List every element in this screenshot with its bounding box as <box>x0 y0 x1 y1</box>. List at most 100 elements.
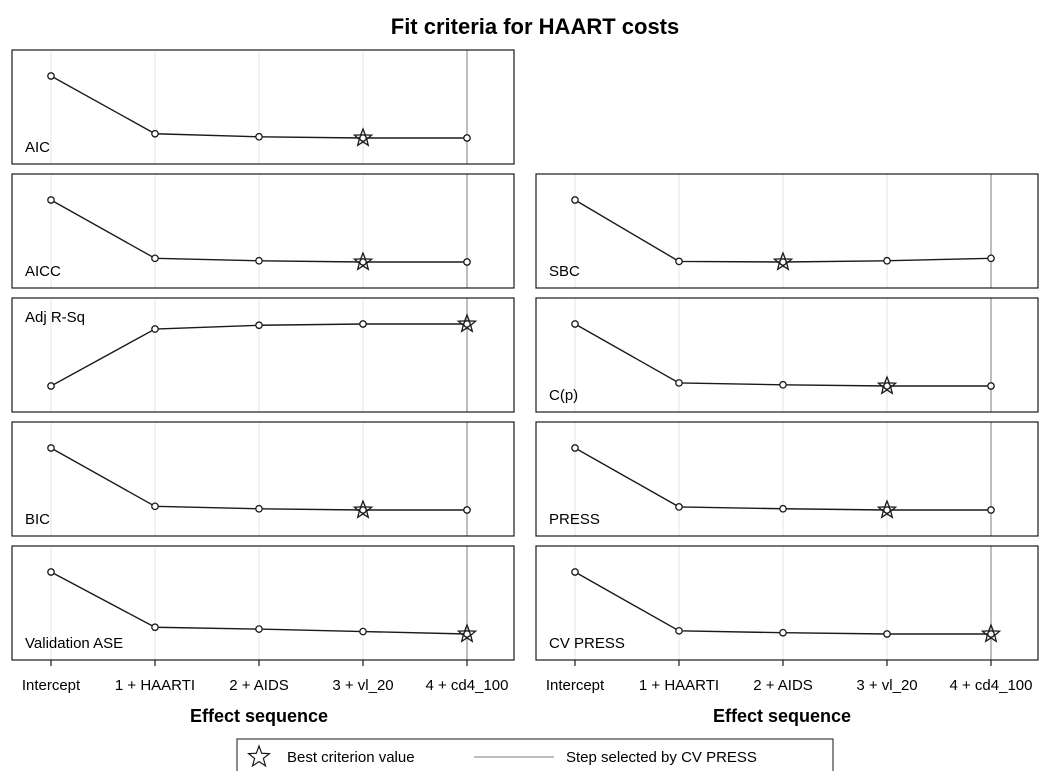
data-point <box>255 321 263 330</box>
panel-aicc: AICC <box>11 173 515 289</box>
x-axis-label-right: Effect sequence <box>713 706 851 726</box>
legend: Best criterion value Step selected by CV… <box>236 738 834 771</box>
panel-frame <box>11 421 515 537</box>
data-point <box>47 568 55 576</box>
legend-star-icon <box>246 744 272 768</box>
x-tick-label: Intercept <box>546 677 605 694</box>
data-point <box>571 444 579 452</box>
data-point <box>255 256 263 265</box>
x-tick-label: 4 + cd4_100 <box>426 677 509 694</box>
best-value-star-icon <box>456 623 478 643</box>
panel-sbc: SBC <box>535 173 1039 289</box>
data-point <box>987 382 995 390</box>
panel-label-bic: BIC <box>25 511 50 528</box>
data-point <box>675 503 683 511</box>
star-icon <box>246 744 272 768</box>
data-point <box>463 320 471 328</box>
data-point <box>987 506 995 514</box>
x-tick-label: 2 + AIDS <box>753 677 813 694</box>
best-value-star-icon <box>876 375 898 395</box>
data-point <box>675 626 683 635</box>
best-value-star-icon <box>352 251 374 271</box>
data-point <box>779 380 787 389</box>
best-value-star-icon <box>456 313 478 333</box>
best-value-star-icon <box>980 623 1002 643</box>
data-point <box>463 506 471 514</box>
data-point <box>987 254 995 263</box>
data-point <box>883 630 891 638</box>
data-point <box>779 628 787 637</box>
x-tick-label: Intercept <box>22 677 81 694</box>
data-point <box>779 258 787 266</box>
panel-label-adj-r-sq: Adj R-Sq <box>25 309 85 326</box>
data-point <box>987 630 995 638</box>
data-point <box>359 258 367 266</box>
panel-frame <box>11 297 515 413</box>
panel-frame <box>535 421 1039 537</box>
panel-label-validation-ase: Validation ASE <box>25 635 123 652</box>
panel-label-aic: AIC <box>25 139 50 156</box>
legend-selected-label: Step selected by CV PRESS <box>566 749 757 766</box>
data-point <box>47 72 55 80</box>
data-point <box>151 623 159 632</box>
data-point <box>463 134 471 142</box>
x-axes: Intercept 1 + HAARTI 2 + AIDS 3 + vl_20 4 + … <box>22 660 1033 694</box>
data-point <box>151 325 159 333</box>
panel-adj-r-sq: Adj R-Sq <box>11 297 515 413</box>
data-point <box>47 382 55 390</box>
best-value-star-icon <box>876 499 898 519</box>
panel-label-cv-press: CV PRESS <box>549 635 625 652</box>
data-point <box>151 129 159 138</box>
data-point <box>255 504 263 513</box>
data-point <box>359 627 367 636</box>
data-point <box>571 196 579 204</box>
x-tick-label: 2 + AIDS <box>229 677 289 694</box>
x-tick-label: 3 + vl_20 <box>332 677 393 694</box>
panel-frame <box>535 297 1039 413</box>
data-point <box>359 320 367 328</box>
x-tick-label: 3 + vl_20 <box>856 677 917 694</box>
data-point <box>883 506 891 514</box>
data-point <box>571 568 579 576</box>
data-point <box>571 320 579 328</box>
data-point <box>675 379 683 387</box>
panel-c-p: C(p) <box>535 297 1039 413</box>
panel-frame <box>535 173 1039 289</box>
data-point <box>255 132 263 141</box>
panel-bic: BIC <box>11 421 515 537</box>
x-tick-label: 1 + HAARTI <box>639 677 719 694</box>
panel-cv-press: CV PRESS <box>535 545 1039 661</box>
panel-press: PRESS <box>535 421 1039 537</box>
x-tick-label: 4 + cd4_100 <box>950 677 1033 694</box>
best-value-star-icon <box>352 499 374 519</box>
data-point <box>675 257 683 266</box>
legend-best-label: Best criterion value <box>287 749 415 766</box>
panel-validation-ase: Validation ASE <box>11 545 515 661</box>
data-point <box>255 625 263 633</box>
best-value-star-icon <box>352 127 374 147</box>
panel-aic: AIC <box>11 49 515 165</box>
data-point <box>883 382 891 390</box>
panel-frame <box>535 545 1039 661</box>
x-tick-label: 1 + HAARTI <box>115 677 195 694</box>
data-point <box>359 134 367 142</box>
data-point <box>47 196 55 204</box>
panel-frame <box>11 545 515 661</box>
data-point <box>883 256 891 265</box>
panel-frame <box>11 173 515 289</box>
data-point <box>359 506 367 514</box>
data-point <box>151 254 159 263</box>
panel-grid: AIC AICC SBC Adj R-Sq C(p) BIC PRESS Validation… <box>11 49 1039 661</box>
data-point <box>47 444 55 452</box>
panel-label-sbc: SBC <box>549 263 580 280</box>
panel-label-aicc: AICC <box>25 263 61 280</box>
data-point <box>779 504 787 513</box>
panel-label-c-p: C(p) <box>549 387 578 404</box>
data-point <box>151 502 159 511</box>
best-value-star-icon <box>772 251 794 271</box>
data-point <box>463 258 471 266</box>
panel-label-press: PRESS <box>549 511 600 528</box>
panel-frame <box>11 49 515 165</box>
chart-title: Fit criteria for HAART costs <box>391 14 680 39</box>
